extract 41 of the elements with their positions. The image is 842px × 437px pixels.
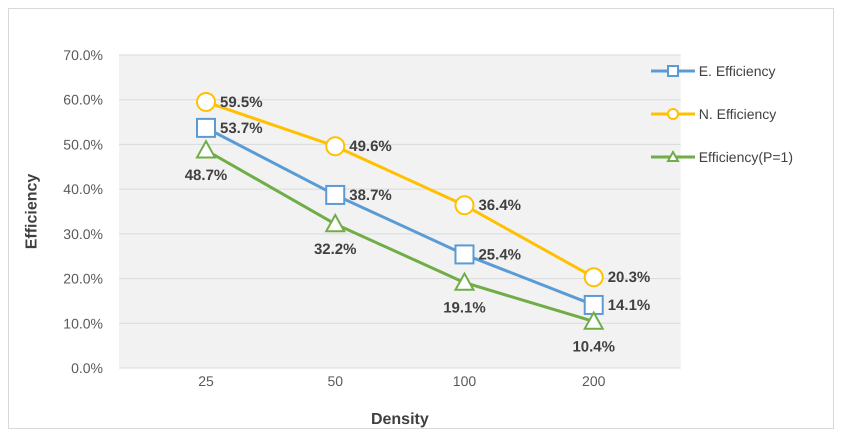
point [325,184,346,205]
data-label: 25.4% [478,246,522,264]
y-tick-label: 10.0% [63,315,103,332]
x-tick-label: 100 [452,372,476,389]
x-axis-title: Density [370,411,429,428]
data-label: 48.7% [184,167,228,184]
data-label: 32.2% [314,241,357,258]
y-axis-title: Efficiency [24,174,41,250]
data-label: 38.7% [349,186,392,204]
data-label: 49.6% [349,138,392,156]
data-label: 20.3% [608,269,650,286]
data-label: 14.1% [608,296,650,314]
point [325,136,346,156]
point [584,294,604,315]
data-label: 10.4% [572,338,615,356]
y-tick-label: 50.0% [63,136,103,152]
x-tick-label: 25 [198,372,214,389]
y-tick-label: 60.0% [63,92,103,108]
x-tick-label: 50 [327,372,344,389]
data-label: 59.5% [220,94,263,111]
point [454,272,474,291]
point [584,311,604,330]
legend-label: N. Efficiency [698,106,776,122]
point [584,267,604,288]
legend-label: Efficiency(P=1) [698,148,793,164]
data-label: 19.1% [443,300,486,317]
point [454,195,474,216]
y-tick-label: 20.0% [63,270,103,287]
data-label: 53.7% [220,120,263,137]
data-label: 36.4% [478,197,522,214]
point [325,214,346,232]
legend-label: E. Efficiency [698,62,776,78]
y-tick-label: 70.0% [63,46,103,63]
y-tick-label: 40.0% [63,181,103,198]
point [454,244,474,264]
point [196,92,216,112]
x-tick-label: 200 [582,372,606,389]
y-tick-label: 30.0% [63,226,103,242]
point [196,140,216,158]
point [196,118,216,138]
y-tick-label: 0.0% [71,360,103,376]
